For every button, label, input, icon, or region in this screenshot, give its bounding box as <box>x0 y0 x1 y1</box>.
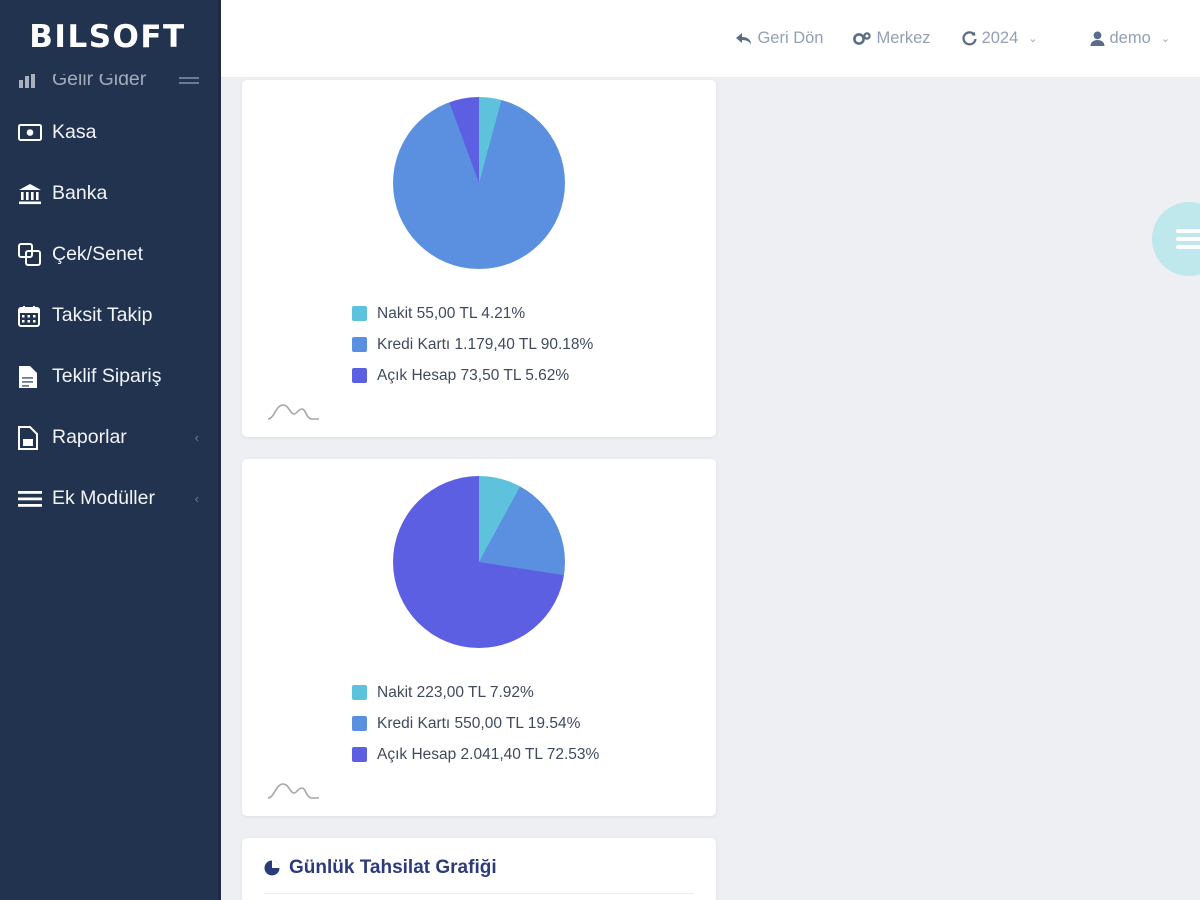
legend-swatch-cyan <box>352 685 367 700</box>
top-header: Geri Dön Merkez 2024 ⌄ demo ⌄ <box>221 0 1200 78</box>
pie-chart-1 <box>393 476 565 648</box>
card-footer <box>264 391 694 437</box>
sidebar-item-label: Taksit Takip <box>52 304 153 326</box>
chart-card: Günlük Tahsilat Grafiği Çek 132,00 TL 32… <box>242 838 716 900</box>
hamburger-icon <box>18 487 52 511</box>
hamburger-icon <box>1176 225 1200 254</box>
brand-logo[interactable]: BILSOFT <box>0 0 215 74</box>
dashboard-content: Nakit 55,00 TL 4.21% Kredi Kartı 1.179,4… <box>221 78 1200 900</box>
sidebar-item-label: Teklif Sipariş <box>52 365 162 387</box>
legend-swatch-purple <box>352 747 367 762</box>
file-lines-icon <box>18 365 52 389</box>
chevron-down-icon: ⌄ <box>1028 33 1038 45</box>
pie-chart[interactable] <box>264 459 694 665</box>
legend-label: Nakit 55,00 TL 4.21% <box>377 304 526 322</box>
pie-chart[interactable] <box>264 894 694 900</box>
card-title: Günlük Tahsilat Grafiği <box>289 857 497 878</box>
sidebar-item-teklif-siparis[interactable]: Teklif Sipariş <box>0 346 215 407</box>
sidebar-item-kasa[interactable]: Kasa <box>0 102 215 163</box>
cards-grid: Nakit 55,00 TL 4.21% Kredi Kartı 1.179,4… <box>242 80 1200 900</box>
sidebar-item-banka[interactable]: Banka <box>0 163 215 224</box>
chart-card: Nakit 55,00 TL 4.21% Kredi Kartı 1.179,4… <box>242 80 716 437</box>
sidebar: BILSOFT Gelir Gider Kasa <box>0 0 221 900</box>
chart-legend: Nakit 55,00 TL 4.21% Kredi Kartı 1.179,4… <box>264 286 694 391</box>
legend-label: Açık Hesap 73,50 TL 5.62% <box>377 366 570 384</box>
sidebar-item-label: Banka <box>52 182 108 204</box>
chart-bar-icon <box>18 67 52 91</box>
gears-icon <box>853 31 872 47</box>
legend-swatch-blue <box>352 716 367 731</box>
user-menu[interactable]: demo ⌄ <box>1090 29 1170 48</box>
sidebar-item-label: Kasa <box>52 121 97 143</box>
sidebar-item-raporlar[interactable]: Raporlar ‹ <box>0 407 215 468</box>
reply-arrow-icon <box>735 31 752 46</box>
year-label: 2024 <box>981 29 1019 47</box>
legend-label: Nakit 223,00 TL 7.92% <box>377 683 534 701</box>
sparkline-icon <box>266 780 321 807</box>
sidebar-item-taksit-takip[interactable]: Taksit Takip <box>0 285 215 346</box>
chevron-left-icon: ‹ <box>194 491 199 506</box>
branch-selector[interactable]: Merkez <box>853 29 931 48</box>
pie-chart-0 <box>393 97 565 269</box>
sidebar-item-ek-moduller[interactable]: Ek Modüller ‹ <box>0 468 215 529</box>
legend-item: Açık Hesap 2.041,40 TL 72.53% <box>352 739 694 770</box>
chart-card: Nakit 223,00 TL 7.92% Kredi Kartı 550,00… <box>242 459 716 816</box>
sparkline-icon <box>266 401 321 428</box>
card-column: Günlük Tahsilat Grafiği Çek 132,00 TL 32… <box>242 838 738 900</box>
money-bill-icon <box>18 121 52 145</box>
legend-item: Açık Hesap 73,50 TL 5.62% <box>352 360 694 391</box>
legend-label: Açık Hesap 2.041,40 TL 72.53% <box>377 745 600 763</box>
sidebar-item-cek-senet[interactable]: Çek/Senet <box>0 224 215 285</box>
bank-icon <box>18 182 52 206</box>
card-column: Nakit 223,00 TL 7.92% Kredi Kartı 550,00… <box>242 459 738 838</box>
card-column: Nakit 55,00 TL 4.21% Kredi Kartı 1.179,4… <box>242 80 738 459</box>
legend-swatch-blue <box>352 337 367 352</box>
user-icon <box>1090 31 1105 47</box>
sidebar-item-label: Ek Modüller <box>52 487 155 509</box>
legend-item: Kredi Kartı 1.179,40 TL 90.18% <box>352 329 694 360</box>
pie-chart-icon <box>264 860 280 876</box>
sidebar-item-label: Çek/Senet <box>52 243 144 265</box>
legend-label: Kredi Kartı 1.179,40 TL 90.18% <box>377 335 594 353</box>
card-footer <box>264 770 694 816</box>
legend-item: Nakit 55,00 TL 4.21% <box>352 298 694 329</box>
chevron-left-icon: ‹ <box>194 430 199 445</box>
refresh-icon <box>961 30 977 47</box>
chart-legend: Nakit 223,00 TL 7.92% Kredi Kartı 550,00… <box>264 665 694 770</box>
card-header: Günlük Tahsilat Grafiği <box>264 838 694 894</box>
brand-name: BILSOFT <box>29 19 186 55</box>
legend-label: Kredi Kartı 550,00 TL 19.54% <box>377 714 581 732</box>
legend-item: Nakit 223,00 TL 7.92% <box>352 677 694 708</box>
documents-copy-icon <box>18 243 52 267</box>
pie-chart[interactable] <box>264 80 694 286</box>
chevron-down-icon: ⌄ <box>1160 33 1170 45</box>
user-label: demo <box>1109 29 1151 47</box>
year-selector[interactable]: 2024 ⌄ <box>961 29 1038 48</box>
sidebar-item-label: Raporlar <box>52 426 127 448</box>
calendar-icon <box>18 304 52 328</box>
branch-label: Merkez <box>876 29 931 47</box>
legend-item: Kredi Kartı 550,00 TL 19.54% <box>352 708 694 739</box>
back-button-label: Geri Dön <box>757 29 824 47</box>
legend-swatch-purple <box>352 368 367 383</box>
file-report-icon <box>18 425 52 450</box>
legend-swatch-cyan <box>352 306 367 321</box>
back-button[interactable]: Geri Dön <box>735 29 823 48</box>
sidebar-nav: Gelir Gider Kasa Banka <box>0 56 215 529</box>
